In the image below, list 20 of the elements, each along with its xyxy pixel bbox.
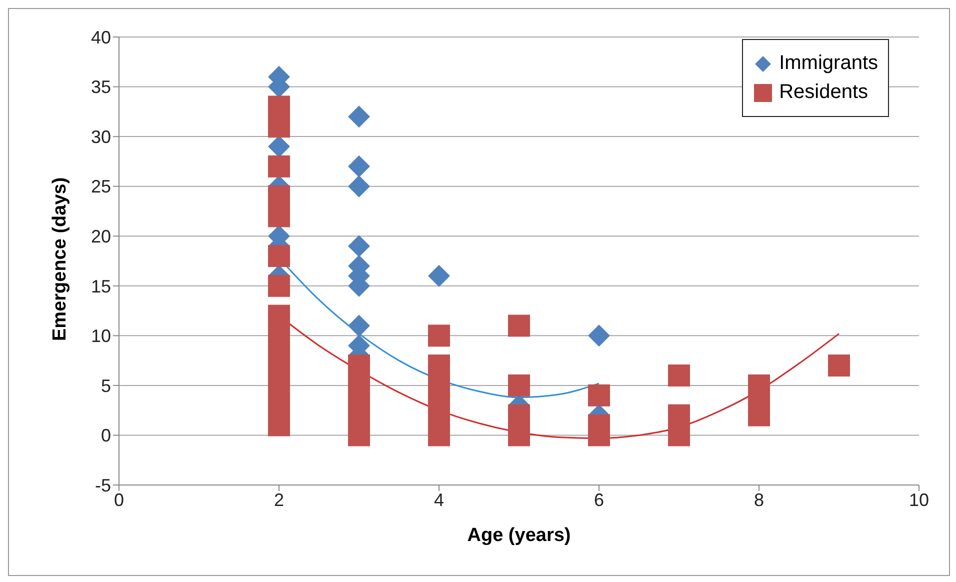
y-tick-label: 20 [90,226,111,246]
y-tick-label: 15 [90,276,111,296]
y-axis-title: Emergence (days) [50,177,71,341]
y-tick-label: 35 [90,77,111,98]
y-tick-label: 30 [90,126,111,147]
y-tick-label: 40 [90,27,111,48]
x-tick-label: 0 [114,490,124,510]
x-tick-label: 2 [274,490,284,510]
legend-label: Residents [779,81,868,104]
x-tick-label: 10 [908,490,930,510]
legend-label: Immigrants [779,52,878,75]
y-tick-label: 10 [90,326,111,346]
x-tick-label: 4 [434,490,444,510]
y-tick-label: 0 [100,426,111,446]
x-axis-title: Age (years) [467,525,571,546]
y-tick-label: 5 [100,376,111,396]
x-tick-label: 6 [594,490,604,510]
y-tick-label: 25 [90,176,111,197]
y-tick-label: -5 [94,475,111,496]
x-tick-label: 8 [754,490,764,510]
